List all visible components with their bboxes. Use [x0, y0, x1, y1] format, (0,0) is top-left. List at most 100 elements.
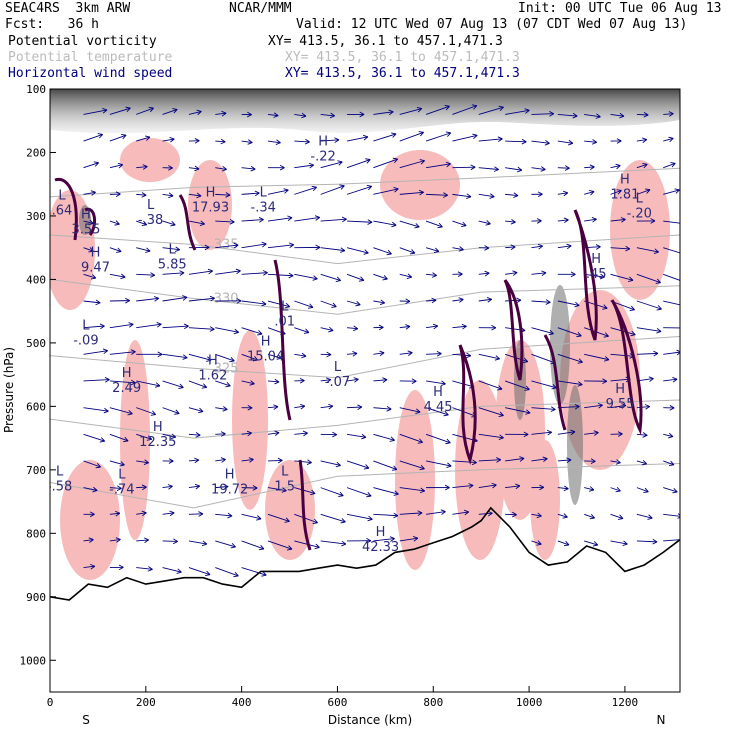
wind-arrowhead — [220, 138, 226, 145]
wind-arrowhead — [366, 184, 373, 191]
wind-vector — [320, 185, 345, 195]
wind-arrowhead — [103, 407, 109, 414]
wind-vector — [478, 106, 504, 115]
wind-vector — [478, 353, 500, 360]
wind-vector — [505, 109, 530, 115]
wind-arrowhead — [355, 301, 361, 307]
wind-arrowhead — [246, 430, 252, 437]
wind-vector — [320, 161, 343, 169]
wind-arrowhead — [365, 158, 371, 164]
wind-vector — [320, 327, 334, 331]
wind-arrowhead — [683, 303, 688, 308]
wind-vector — [109, 538, 121, 542]
wind-arrowhead — [590, 458, 596, 464]
wind-arrowhead — [683, 279, 688, 284]
wind-vector — [452, 460, 477, 464]
wind-arrowhead — [682, 251, 687, 256]
wind-vector — [425, 460, 452, 467]
wind-arrowhead — [225, 192, 231, 198]
wind-arrowhead — [286, 545, 293, 551]
wind-vector — [452, 298, 464, 302]
wind-arrowhead — [176, 568, 182, 574]
wind-arrowhead — [391, 132, 397, 138]
wind-arrowhead — [393, 490, 399, 496]
wind-arrowhead — [273, 404, 279, 410]
wind-arrowhead — [179, 270, 185, 276]
wind-vector — [478, 220, 491, 225]
wind-vector — [83, 300, 101, 304]
wind-vector — [478, 167, 499, 170]
wind-arrowhead — [604, 356, 610, 362]
wind-arrowhead — [588, 486, 595, 492]
wind-vector — [346, 273, 365, 281]
wind-arrowhead — [198, 511, 204, 517]
theta-contour — [50, 167, 680, 198]
wind-vector — [373, 300, 385, 304]
wind-arrowhead — [125, 297, 130, 304]
wind-vector — [426, 163, 451, 169]
wind-arrowhead — [536, 218, 542, 224]
wind-arrowhead — [196, 109, 202, 116]
wind-arrowhead — [230, 543, 236, 549]
wind-arrowhead — [195, 432, 201, 438]
wind-arrowhead — [223, 484, 229, 490]
wind-arrowhead — [88, 219, 94, 226]
wind-vector — [109, 107, 131, 115]
wind-arrowhead — [301, 112, 307, 119]
wind-arrowhead — [628, 276, 634, 282]
wind-arrowhead — [340, 518, 346, 524]
pv-extremum-value: -.22 — [310, 149, 335, 164]
wind-arrowhead — [182, 295, 188, 301]
wind-arrowhead — [332, 431, 338, 438]
wind-arrowhead — [615, 487, 621, 493]
wind-vector — [241, 540, 265, 550]
wind-vector — [294, 273, 318, 280]
wind-arrowhead — [577, 381, 583, 387]
wind-vector — [267, 353, 282, 359]
wind-vector — [83, 134, 103, 142]
wind-arrowhead — [655, 278, 661, 284]
wind-arrowhead — [644, 404, 650, 410]
wind-vector — [505, 272, 518, 275]
wind-vector — [136, 273, 155, 276]
wind-vector — [241, 432, 252, 435]
wind-arrowhead — [89, 511, 95, 518]
wind-vector — [636, 540, 658, 543]
pv-extremum-value: -.34 — [251, 200, 276, 215]
wind-arrowhead — [199, 220, 205, 226]
wind-arrowhead — [550, 406, 556, 412]
wind-arrowhead — [167, 484, 173, 490]
wind-vector — [83, 379, 110, 382]
wind-arrowhead — [227, 512, 233, 519]
wind-arrowhead — [546, 429, 553, 436]
wind-arrowhead — [303, 328, 310, 334]
wind-arrowhead — [142, 164, 148, 170]
wind-arrowhead — [668, 111, 674, 117]
wind-vector — [663, 247, 680, 254]
wind-vector — [267, 140, 281, 144]
wind-arrowhead — [593, 430, 599, 436]
wind-arrowhead — [510, 244, 516, 251]
wind-arrowhead — [144, 135, 151, 141]
wind-arrowhead — [391, 465, 398, 471]
wind-vector — [136, 323, 162, 329]
wind-vector — [162, 247, 180, 251]
wind-arrowhead — [591, 217, 597, 223]
wind-vector — [373, 111, 394, 115]
wind-vector — [663, 113, 674, 115]
theta-contour-label: 325 — [214, 361, 239, 376]
wind-vector — [373, 188, 399, 195]
wind-vector — [83, 407, 109, 412]
wind-vector — [215, 513, 233, 517]
wind-vector — [584, 513, 595, 519]
pv-extremum-type: L — [82, 319, 90, 334]
wind-arrowhead — [367, 219, 373, 225]
wind-arrowhead — [523, 431, 529, 438]
wind-arrowhead — [207, 268, 213, 275]
wind-vector — [267, 217, 293, 222]
wind-arrowhead — [414, 223, 420, 229]
wind-arrowhead — [641, 459, 647, 466]
wind-arrowhead — [288, 242, 295, 249]
wind-arrowhead — [417, 510, 423, 516]
wind-arrowhead — [411, 378, 417, 384]
